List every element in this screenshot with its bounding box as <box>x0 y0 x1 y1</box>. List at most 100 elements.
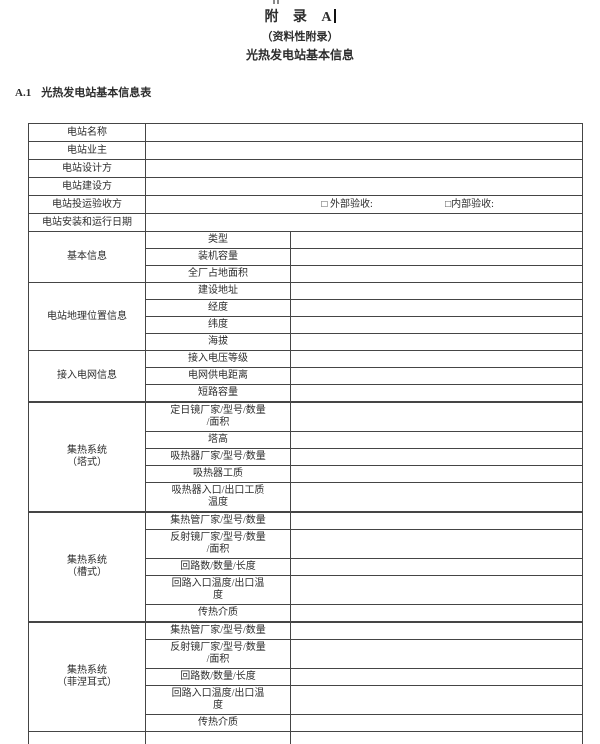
group-label-cell: 集热系统 （槽式） <box>28 511 146 623</box>
table-row: 基本信息 类型 <box>28 231 583 283</box>
field-value-cell[interactable] <box>290 265 583 283</box>
field-value-cell[interactable] <box>290 465 583 483</box>
table-row: 电站建设方 <box>28 177 583 196</box>
table-row: 全厂占地面积 <box>29 265 583 283</box>
row-label-cell: 电站名称 <box>28 123 146 142</box>
sub-label-cell: 吸热器厂家/型号/数量 <box>145 448 291 466</box>
table-row: 吸热器厂家/型号/数量 <box>29 448 583 466</box>
section-title: 光热发电站基本信息表 <box>41 87 152 99</box>
group-label-cell <box>28 731 146 744</box>
info-table-body: 电站名称 电站业主 电站设计方 电站建设方 电站投运验收方 □ 外部验收: □内部验收: 电站… <box>28 123 583 744</box>
field-value-cell[interactable] <box>290 282 583 300</box>
field-value-cell[interactable] <box>290 529 583 559</box>
sub-label-cell: 回路入口温度/出口温 度 <box>145 575 291 605</box>
table-row: 回路入口温度/出口温 度 <box>29 685 583 715</box>
field-value-cell[interactable] <box>290 714 583 732</box>
field-value-cell[interactable] <box>290 448 583 466</box>
sub-label-cell: 纬度 <box>145 316 291 334</box>
sub-label-cell: 类型 <box>145 231 291 249</box>
table-row: 塔高 <box>29 431 583 449</box>
group-label-cell: 接入电网信息 <box>28 350 146 403</box>
sub-label-cell: 塔高 <box>145 431 291 449</box>
field-value-cell[interactable] <box>290 231 583 249</box>
external-acceptance-checkbox[interactable]: □ 外部验收: <box>321 198 373 210</box>
field-value-cell[interactable] <box>290 367 583 385</box>
table-row: 电站业主 <box>28 141 583 160</box>
group-label-cell: 电站地理位置信息 <box>28 282 146 351</box>
sub-label-cell: 短路容量 <box>145 384 291 403</box>
table-row: 集热系统 （塔式） 定日镜厂家/型号/数量 /面积 <box>28 401 583 513</box>
field-value-cell[interactable] <box>290 558 583 576</box>
field-value-cell[interactable] <box>290 384 583 403</box>
table-row: 传热介质 <box>29 604 583 623</box>
sub-label-cell: 集热管厂家/型号/数量 <box>145 621 291 640</box>
acceptance-value-cell: □ 外部验收: □内部验收: <box>145 195 583 214</box>
table-row: 反射镜厂家/型号/数量 /面积 <box>29 529 583 559</box>
sub-label-cell <box>145 731 291 744</box>
sub-label-cell: 全厂占地面积 <box>145 265 291 283</box>
field-value-cell[interactable] <box>290 316 583 334</box>
appendix-title: 光热发电站基本信息 <box>245 48 354 62</box>
sub-label-cell: 建设地址 <box>145 282 291 300</box>
sub-label-cell: 传热介质 <box>145 714 291 732</box>
field-value-cell[interactable] <box>290 668 583 686</box>
page-edge-artifact <box>273 0 281 4</box>
field-value-cell[interactable] <box>290 511 583 530</box>
field-value-cell[interactable] <box>290 248 583 266</box>
table-row: 电站安装和运行日期 <box>28 213 583 232</box>
field-value-cell[interactable] <box>290 731 583 744</box>
row-value-cell[interactable] <box>145 213 583 232</box>
appendix-note: （资料性附录） <box>261 31 339 43</box>
cutoff-row <box>28 731 583 744</box>
field-value-cell[interactable] <box>290 350 583 368</box>
section-number: A.1 <box>15 87 32 99</box>
table-row: 电站名称 <box>28 123 583 142</box>
row-label-cell: 电站设计方 <box>28 159 146 178</box>
field-value-cell[interactable] <box>290 333 583 351</box>
table-row: 集热系统 （槽式） 集热管厂家/型号/数量 <box>28 511 583 623</box>
sub-label-cell: 定日镜厂家/型号/数量 /面积 <box>145 401 291 432</box>
field-value-cell[interactable] <box>290 575 583 605</box>
table-row: 反射镜厂家/型号/数量 /面积 <box>29 639 583 669</box>
field-value-cell[interactable] <box>290 685 583 715</box>
table-row: 吸热器工质 <box>29 465 583 483</box>
table-row: 电站设计方 <box>28 159 583 178</box>
table-row: 吸热器入口/出口工质 温度 <box>29 482 583 513</box>
group-label-cell: 集热系统 （菲涅耳式） <box>28 621 146 732</box>
sub-label-cell: 接入电压等级 <box>145 350 291 368</box>
row-value-cell[interactable] <box>145 141 583 160</box>
sub-label-cell: 反射镜厂家/型号/数量 /面积 <box>145 529 291 559</box>
row-label-cell: 电站业主 <box>28 141 146 160</box>
field-value-cell[interactable] <box>290 299 583 317</box>
sub-label-cell: 回路入口温度/出口温 度 <box>145 685 291 715</box>
table-row: 回路数/数量/长度 <box>29 668 583 686</box>
sub-label-cell: 回路数/数量/长度 <box>145 558 291 576</box>
sub-label-cell: 反射镜厂家/型号/数量 /面积 <box>145 639 291 669</box>
table-row: 回路数/数量/长度 <box>29 558 583 576</box>
row-label-cell: 电站投运验收方 <box>28 195 146 214</box>
table-row: 接入电网信息 接入电压等级 <box>28 350 583 403</box>
row-value-cell[interactable] <box>145 159 583 178</box>
row-value-cell[interactable] <box>145 123 583 142</box>
text-cursor <box>333 9 336 23</box>
field-value-cell[interactable] <box>290 401 583 432</box>
row-label-cell: 电站安装和运行日期 <box>28 213 146 232</box>
section-heading: A.1 光热发电站基本信息表 <box>15 86 151 100</box>
row-label-cell: 电站建设方 <box>28 177 146 196</box>
field-value-cell[interactable] <box>290 604 583 623</box>
sub-label-cell: 电网供电距离 <box>145 367 291 385</box>
sub-label-cell: 吸热器工质 <box>145 465 291 483</box>
field-value-cell[interactable] <box>290 639 583 669</box>
sub-label-cell: 海拔 <box>145 333 291 351</box>
field-value-cell[interactable] <box>290 482 583 513</box>
table-row: 传热介质 <box>29 714 583 732</box>
internal-acceptance-checkbox[interactable]: □内部验收: <box>445 198 494 210</box>
row-value-cell[interactable] <box>145 177 583 196</box>
field-value-cell[interactable] <box>290 431 583 449</box>
appendix-heading: 附 录 A <box>0 9 600 26</box>
sub-label-cell: 传热介质 <box>145 604 291 623</box>
table-row: 回路入口温度/出口温 度 <box>29 575 583 605</box>
table-row: 电站投运验收方 □ 外部验收: □内部验收: <box>28 195 583 214</box>
field-value-cell[interactable] <box>290 621 583 640</box>
